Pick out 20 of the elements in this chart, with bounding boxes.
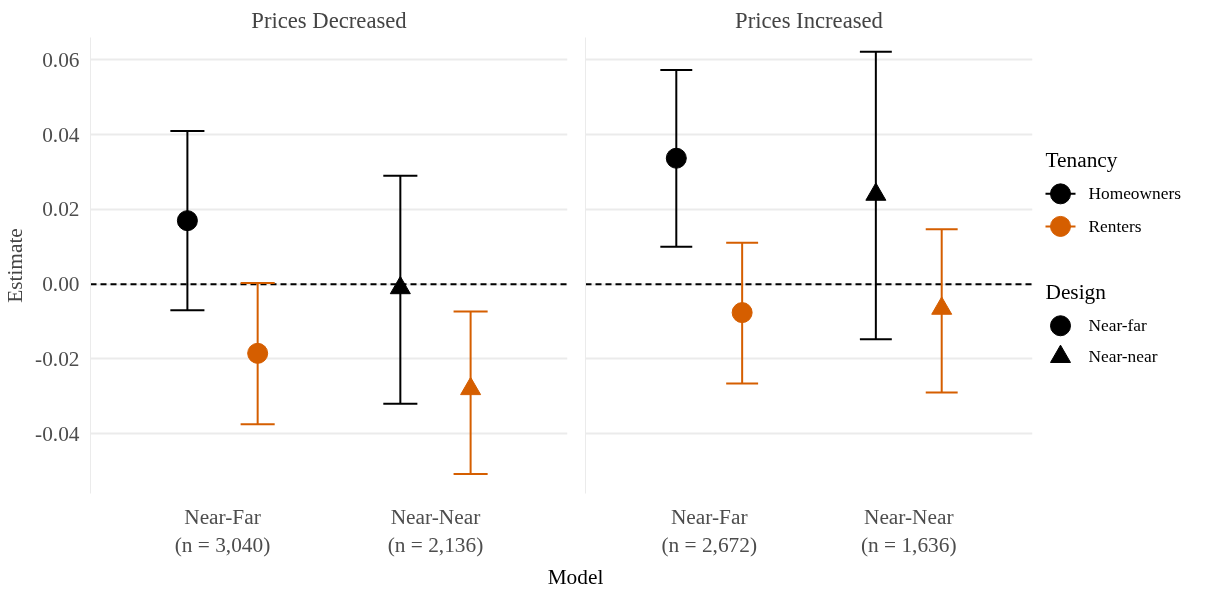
- x-axis-title: Model: [547, 564, 604, 589]
- y-tick-label: 0.04: [42, 122, 80, 147]
- x-tick-label: Near-Near (n = 2,136): [387, 504, 484, 558]
- legend-label: Near-far: [1088, 316, 1148, 336]
- y-tick-label: 0.00: [42, 272, 80, 297]
- legend-label: Renters: [1088, 216, 1142, 236]
- legend-label: Homeowners: [1088, 184, 1182, 204]
- chart-title: Prices Decreased: [251, 7, 408, 33]
- y-tick-label: 0.02: [42, 197, 80, 222]
- x-tick-label: Near-Near (n = 1,636): [861, 504, 957, 558]
- y-axis-title: Estimate: [3, 228, 28, 303]
- x-tick-label: Near-Far (n = 3,040): [174, 504, 271, 558]
- y-tick-label: -0.04: [35, 421, 80, 446]
- legend-title: Tenancy: [1045, 147, 1118, 172]
- y-tick-label: -0.02: [35, 346, 80, 371]
- legend-label: Near-near: [1088, 347, 1158, 367]
- x-tick-label: Near-Far (n = 2,672): [661, 504, 758, 558]
- y-tick-label: 0.06: [42, 47, 80, 72]
- text: Design: [1045, 279, 1107, 304]
- chart-title: Prices Increased: [735, 7, 884, 33]
